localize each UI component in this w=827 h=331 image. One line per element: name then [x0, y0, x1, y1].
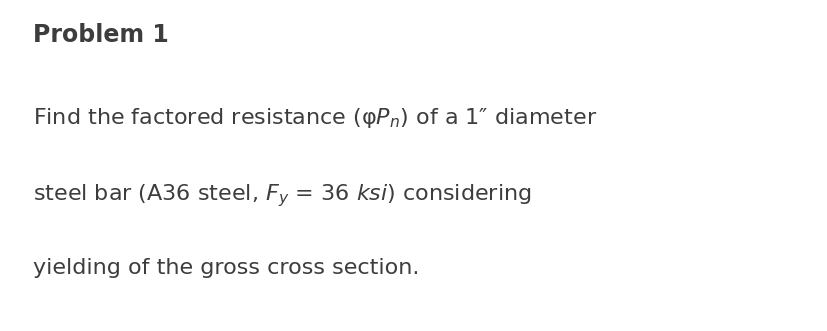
Text: yielding of the gross cross section.: yielding of the gross cross section. [33, 258, 419, 278]
Text: Problem 1: Problem 1 [33, 23, 169, 47]
Text: Find the factored resistance (φ$P_n$) of a 1″ diameter: Find the factored resistance (φ$P_n$) of… [33, 106, 596, 130]
Text: steel bar (A36 steel, $F_y$ = 36 $ksi$) considering: steel bar (A36 steel, $F_y$ = 36 $ksi$) … [33, 182, 531, 209]
